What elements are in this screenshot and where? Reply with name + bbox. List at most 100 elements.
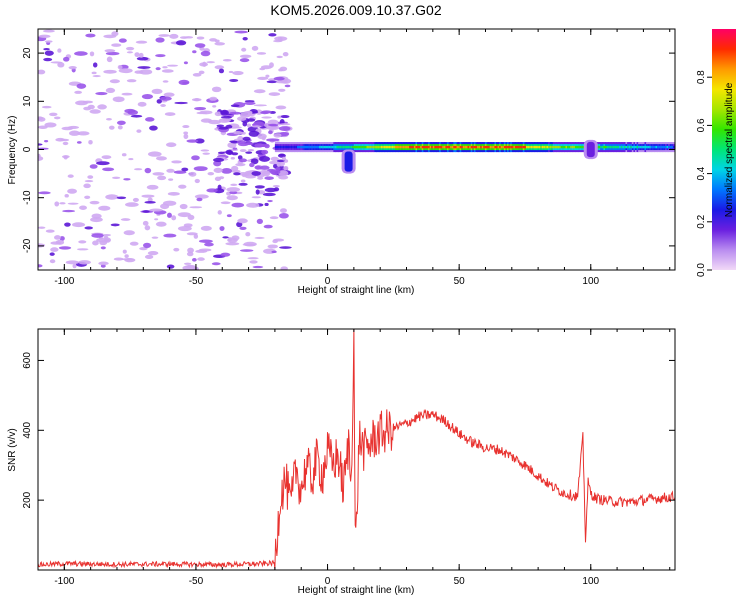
spectrogram-blob xyxy=(250,158,259,165)
spectrogram-blob xyxy=(256,52,267,55)
spectrogram-blob xyxy=(54,201,60,207)
spectrogram-ridge-core xyxy=(672,145,675,149)
spectrogram-ridge-core xyxy=(633,145,637,149)
spectrogram-blob xyxy=(233,172,241,176)
spectrogram-blob xyxy=(265,74,270,78)
spectrogram-ridge-core xyxy=(380,145,384,149)
spectrogram-blob xyxy=(173,247,180,252)
spectrogram-blob xyxy=(179,203,188,210)
spectrogram-blob xyxy=(267,119,279,125)
spectrogram-blob xyxy=(136,129,142,133)
spectrogram-blob xyxy=(222,236,229,239)
spectrogram-ridge-core xyxy=(604,145,608,149)
spectrogram-blob xyxy=(246,123,251,128)
spectrogram-blob xyxy=(74,90,82,94)
spectrogram-ridge-core xyxy=(559,145,562,149)
spectrogram-ridge-core xyxy=(290,145,294,149)
spectrogram-blob xyxy=(277,153,286,158)
spectrogram-blob xyxy=(183,61,188,65)
spectrogram-ridge-core xyxy=(447,145,450,149)
spectrogram-ridge-core xyxy=(345,145,349,149)
spectrogram-ridge-core xyxy=(636,145,640,149)
spectrogram-ridge-core xyxy=(303,145,306,149)
spectrogram-blob xyxy=(276,55,283,59)
spectrogram-blob xyxy=(246,118,256,122)
spectrogram-ridge-core xyxy=(358,145,362,149)
spectrogram-blob xyxy=(145,117,155,122)
spectrogram-blob xyxy=(96,161,110,166)
spectrogram-blob xyxy=(158,34,170,37)
spectrogram-y-tick-label: -20 xyxy=(22,238,33,253)
spectrogram-blob xyxy=(44,122,57,128)
spectrogram-blob xyxy=(272,239,278,244)
spectrogram-blob xyxy=(75,100,89,106)
spectrogram-blob xyxy=(58,246,72,250)
spectrogram-blob xyxy=(220,109,229,116)
spectrogram-ridge-core xyxy=(649,145,652,149)
spectrogram-ridge-core xyxy=(576,145,580,149)
spectrogram-blob xyxy=(100,246,106,250)
spectrogram-blob xyxy=(143,242,152,248)
spectrogram-blob xyxy=(155,37,165,43)
spectrogram-ridge-core xyxy=(660,145,663,149)
spectrogram-ridge-core xyxy=(644,145,648,149)
spectrogram-ridge-core xyxy=(420,145,423,149)
spectrogram-ridge-core xyxy=(314,145,317,149)
spectrogram-ridge-core xyxy=(642,145,646,149)
spectrogram-ridge-core xyxy=(544,145,548,149)
spectrogram-blob xyxy=(121,92,133,96)
spectrogram-ridge-core xyxy=(527,145,531,149)
spectrogram-ridge-core xyxy=(369,145,373,149)
spectrogram-blob xyxy=(229,191,238,195)
spectrogram-ridge-core xyxy=(510,145,513,149)
spectrogram-ridge-core xyxy=(522,145,526,149)
spectrogram-blob xyxy=(122,249,127,254)
spectrogram-blob xyxy=(57,62,65,68)
spectrogram-blob xyxy=(67,125,80,129)
spectrogram-blob xyxy=(95,92,108,96)
spectrogram-ridge-core xyxy=(530,145,534,149)
spectrogram-ridge-core xyxy=(620,145,624,149)
spectrogram-ridge-core xyxy=(503,145,507,149)
spectrogram-blob xyxy=(130,114,143,118)
spectrogram-ridge-core xyxy=(625,145,629,149)
spectrogram-ridge-core xyxy=(608,145,611,149)
spectrogram-ridge-core xyxy=(456,145,460,149)
colorbar-tick-label: 0.0 xyxy=(696,263,707,277)
spectrogram-blob xyxy=(142,210,150,213)
spectrogram-blob xyxy=(144,167,152,174)
spectrogram-blob xyxy=(218,126,229,130)
spectrogram-blob xyxy=(200,149,210,152)
spectrogram-ridge-core xyxy=(492,145,496,149)
spectrogram-blob xyxy=(279,246,292,249)
spectrogram-blob xyxy=(57,48,62,53)
spectrogram-blob xyxy=(251,45,259,51)
spectrogram-ridge-core xyxy=(494,145,498,149)
snr-y-tick-label: 200 xyxy=(22,491,33,508)
spectrogram-y-label: Frequency (Hz) xyxy=(7,116,18,185)
spectrogram-ridge-core xyxy=(404,145,408,149)
spectrogram-x-tick-label: 100 xyxy=(582,276,599,287)
spectrogram-blob xyxy=(277,115,282,119)
spectrogram-blob xyxy=(221,168,233,174)
spectrogram-blob xyxy=(245,142,254,146)
spectrogram-blob xyxy=(284,84,291,88)
spectrogram-blob xyxy=(257,133,267,140)
spectrogram-ridge-core xyxy=(423,145,426,149)
spectrogram-blob xyxy=(230,156,236,160)
spectrogram-ridge-core xyxy=(581,145,584,149)
spectrogram-ridge-core xyxy=(387,145,390,149)
spectrogram-blob xyxy=(105,87,116,93)
spectrogram-ridge-core xyxy=(311,145,314,149)
spectrogram-blob xyxy=(178,184,187,189)
spectrogram-blob xyxy=(280,115,290,118)
spectrogram-x-tick-label: -100 xyxy=(54,276,74,287)
spectrogram-blob xyxy=(152,172,165,176)
spectrogram-ridge-core xyxy=(641,145,644,149)
spectrogram-blob xyxy=(164,112,176,116)
spectrogram-ridge-core xyxy=(549,145,553,149)
spectrogram-ridge-core xyxy=(579,145,583,149)
spectrogram-blob xyxy=(98,205,111,211)
spectrogram-blob xyxy=(243,101,256,105)
spectrogram-ridge-core xyxy=(488,145,491,149)
